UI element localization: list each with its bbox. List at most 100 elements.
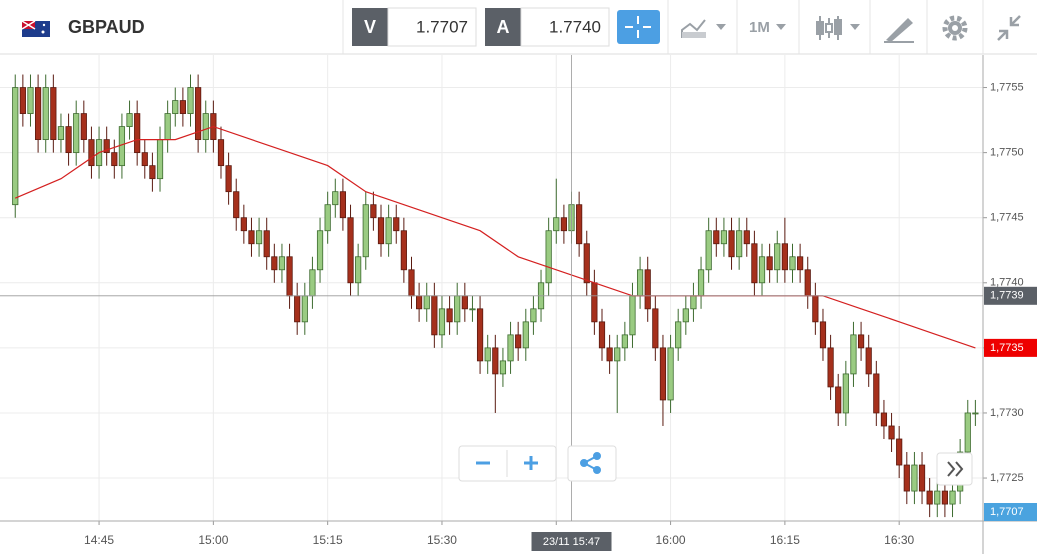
candle-body <box>73 113 80 154</box>
candle-body <box>438 308 446 336</box>
flag-icon <box>21 20 50 37</box>
candle-body <box>515 334 522 349</box>
candle-body <box>286 256 293 297</box>
price-badge <box>984 503 1037 521</box>
candle-body <box>202 113 209 141</box>
candle-body <box>141 152 148 167</box>
candle-body <box>667 347 674 401</box>
candle-body <box>842 373 849 414</box>
candle-body <box>57 126 65 141</box>
candle-body <box>659 347 667 401</box>
ma-label: 1,7735 <box>990 342 1024 354</box>
candle-body <box>530 308 537 323</box>
candle-body <box>675 321 682 349</box>
candle-body <box>377 217 385 245</box>
zoom-in[interactable] <box>524 456 538 470</box>
candle-body <box>134 113 141 154</box>
candle-body <box>789 256 796 271</box>
zoom-controls <box>458 445 973 486</box>
candle-body <box>187 87 194 114</box>
candle-body <box>156 139 164 180</box>
candle-body <box>941 490 948 505</box>
share-button[interactable] <box>567 445 617 482</box>
collapse-button[interactable] <box>997 15 1021 41</box>
x-tick-label: 16:30 <box>884 533 914 547</box>
candle-body <box>781 243 788 271</box>
toolbar: GBPAUD V 1.7707 A 1.7740 1M <box>0 0 1037 55</box>
bid-label: V <box>364 17 376 37</box>
chart-type-button[interactable] <box>681 19 726 38</box>
y-tick-label: 1,7730 <box>990 407 1024 419</box>
candle-body <box>606 347 613 362</box>
candle-body <box>423 295 430 310</box>
candle-body <box>492 347 499 375</box>
candle-body <box>408 269 415 297</box>
candle-body <box>355 256 362 284</box>
candle-body <box>12 87 19 206</box>
candle-body <box>682 308 689 323</box>
candle-body <box>812 295 819 323</box>
candle-body <box>743 230 750 245</box>
candle-body <box>118 126 126 167</box>
candle-body <box>614 347 621 362</box>
share-icon <box>580 452 601 474</box>
candle-body <box>964 412 971 453</box>
settings-button[interactable] <box>942 15 968 41</box>
candle-body <box>255 230 263 245</box>
crosshair-icon <box>625 16 651 38</box>
y-tick-label: 1,7755 <box>990 81 1024 93</box>
y-tick-label: 1,7740 <box>990 277 1024 289</box>
candle-type-button[interactable] <box>816 16 860 40</box>
candle-body <box>233 191 240 219</box>
candle-body <box>705 230 712 271</box>
candle-body <box>522 321 529 349</box>
candle-body <box>499 360 507 375</box>
candle-body <box>164 113 171 141</box>
candle-body <box>461 295 468 310</box>
candle-body <box>713 230 720 245</box>
candle-body <box>598 321 606 349</box>
candle-body <box>431 295 438 336</box>
candle-body <box>545 230 552 284</box>
candle-body <box>416 295 423 310</box>
candle-body <box>766 256 773 271</box>
draw-button[interactable] <box>884 18 914 43</box>
candle-body <box>103 139 110 154</box>
candle-body <box>728 230 735 258</box>
interval[interactable]: 1M <box>749 19 770 36</box>
candle-body <box>591 282 598 323</box>
bid-button[interactable] <box>352 8 388 46</box>
candle-body <box>400 230 407 271</box>
candle-body <box>804 269 811 297</box>
candle-body <box>583 243 590 284</box>
candle-body <box>88 139 95 167</box>
ask-button[interactable] <box>485 8 521 46</box>
candle-body <box>484 347 491 362</box>
candle-body <box>271 256 278 271</box>
candle-body <box>332 191 339 206</box>
candle-body <box>644 269 651 310</box>
ask-label: A <box>497 17 510 37</box>
candle-body <box>362 204 369 258</box>
candle-body <box>857 334 865 349</box>
candle-body <box>697 269 705 297</box>
candle-body <box>309 269 316 297</box>
candle-body <box>248 230 255 245</box>
candle-body <box>629 295 636 336</box>
candle-body <box>339 191 347 219</box>
x-tick-label: 16:00 <box>656 533 686 547</box>
candle-body <box>35 87 42 141</box>
candle-body <box>240 217 247 232</box>
candle-body <box>972 412 979 415</box>
ask-price: 1.7740 <box>549 17 601 36</box>
crosshair-button[interactable] <box>617 10 660 44</box>
candle-body <box>888 425 895 440</box>
candle-body <box>65 126 72 154</box>
candle-body <box>911 464 918 492</box>
candle-body <box>225 165 232 193</box>
candle-body <box>865 347 872 375</box>
candle-body <box>621 334 628 349</box>
candle-body <box>446 308 453 323</box>
candle-body <box>560 217 567 232</box>
